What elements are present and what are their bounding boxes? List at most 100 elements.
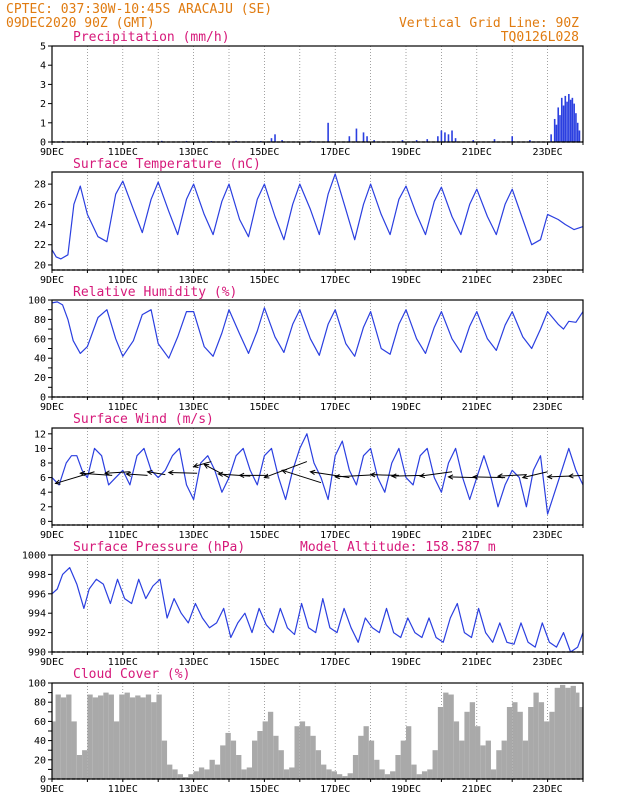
y-tick-label: 20 (34, 755, 46, 766)
cloud-bar (289, 767, 295, 779)
x-tick-label: 11DEC (108, 275, 138, 286)
cloud-bar (554, 687, 560, 779)
precip-bar (564, 95, 567, 142)
cloud-bar (544, 721, 550, 779)
wind-title: Surface Wind (m/s) (73, 412, 214, 427)
wind-arrow (419, 471, 453, 479)
cloud-bar (82, 750, 88, 779)
cloud-bar (528, 707, 534, 779)
x-tick-label: 23DEC (533, 530, 563, 541)
temperature-title: Surface Temperature (nC) (73, 157, 261, 172)
cloud-bar (321, 764, 327, 779)
precip-bar (426, 139, 429, 142)
cloud-bar (331, 771, 337, 779)
x-tick-label: 21DEC (462, 784, 492, 795)
cloud-bar (145, 694, 152, 779)
cloud-bar (432, 750, 438, 779)
cloud-bar (246, 767, 253, 779)
y-tick-label: 998 (28, 570, 46, 581)
precip-bar (569, 99, 572, 142)
precip-bar (560, 97, 563, 142)
y-tick-label: 2 (40, 502, 46, 513)
x-tick-label: 23DEC (533, 402, 563, 413)
cloud-bar (358, 735, 364, 779)
cloud-bar (156, 694, 162, 779)
wind-arrow (146, 469, 166, 476)
x-tick-label: 19DEC (391, 402, 421, 413)
rh-line (51, 301, 584, 359)
wind-arrow (390, 473, 424, 479)
cloud-bar (390, 771, 396, 779)
cloud-bar (575, 692, 580, 779)
cloud-bar (241, 769, 247, 779)
cloud-cover-plot: 0 20 40 60 80 100 9DEC 11DEC 13DEC 15DEC 17DEC 19DE… (28, 679, 584, 795)
cloud-bar (66, 694, 72, 779)
y-tick-label: 4 (40, 488, 46, 499)
cloud-bar (172, 769, 178, 779)
y-tick-label: 992 (28, 628, 46, 639)
cloud-bar (220, 745, 226, 779)
cloud-bar (98, 695, 104, 779)
precip-bar (573, 103, 575, 142)
x-tick-label: 13DEC (179, 275, 209, 286)
cloud-bar (427, 769, 433, 779)
cloud-bar (570, 685, 576, 779)
y-tick-label: 0 (40, 393, 46, 404)
cloud-bar (60, 697, 67, 779)
cloud-bar (124, 692, 130, 779)
wind-arrow (125, 471, 148, 477)
wind-arrow (79, 470, 113, 477)
y-tick-label: 60 (34, 717, 46, 728)
cloud-bar (294, 726, 300, 779)
pressure-line (51, 567, 584, 653)
cloud-bar (416, 774, 422, 779)
cloud-bar (443, 692, 449, 779)
x-tick-label: 17DEC (320, 275, 350, 286)
precip-bar (327, 122, 329, 142)
cloud-bar (506, 707, 513, 779)
cloud-bar (459, 740, 465, 779)
x-tick-label: 15DEC (249, 402, 279, 413)
cloud-bar (283, 769, 290, 779)
precip-bar (575, 113, 577, 142)
wind-arrow (546, 474, 569, 480)
x-tick-label: 15DEC (249, 275, 279, 286)
precip-bar (348, 136, 351, 142)
y-tick-label: 6 (40, 473, 46, 484)
x-tick-label: 21DEC (462, 275, 492, 286)
cloud-bar (374, 759, 380, 779)
wind-arrow (472, 474, 506, 480)
wind-plot: 0 2 4 6 8 10 12 9DEC 11DEC 13DEC 15DEC 17DEC 19DEC 21… (34, 427, 584, 541)
wind-arrow (167, 469, 198, 476)
x-tick-label: 17DEC (320, 147, 350, 158)
precip-bar (576, 122, 579, 142)
y-tick-label: 22 (34, 240, 46, 251)
precipitation-plot: 0 1 2 3 4 5 9DEC 11DEC 13DEC 15DEC 17DEC 19DEC 21DEC… (40, 42, 584, 158)
cloud-bar (151, 702, 157, 779)
x-tick-label: 21DEC (462, 530, 492, 541)
cloud-bar (167, 764, 173, 779)
y-tick-label: 80 (34, 315, 46, 326)
cloud-bar (347, 773, 353, 779)
precip-bar (472, 140, 475, 142)
x-tick-label: 13DEC (179, 147, 209, 158)
cloud-bar (384, 774, 391, 779)
panel-humidity: Relative Humidity (%) 0 20 40 60 80 100 9DEC 11… (28, 285, 584, 413)
x-tick-label: 23DEC (533, 275, 563, 286)
y-tick-label: 40 (34, 736, 46, 747)
pressure-plot: 990 992 994 996 998 1000 9DEC 11DEC 13DEC 15DEC 17… (22, 551, 584, 668)
cloud-bar (252, 740, 258, 779)
y-tick-label: 8 (40, 459, 46, 470)
y-tick-label: 10 (34, 444, 46, 455)
cloud-bar (512, 702, 518, 779)
precip-bar (437, 136, 439, 142)
cloud-bar (257, 731, 263, 779)
cloud-bar (326, 769, 332, 779)
x-tick-label: 21DEC (462, 147, 492, 158)
cloud-bar (305, 726, 311, 779)
wind-arrow (521, 471, 548, 480)
x-tick-label: 17DEC (320, 657, 350, 668)
header-run-id: TQ0126L028 (501, 30, 579, 45)
precip-bar (270, 138, 273, 142)
precip-bar (557, 107, 560, 142)
